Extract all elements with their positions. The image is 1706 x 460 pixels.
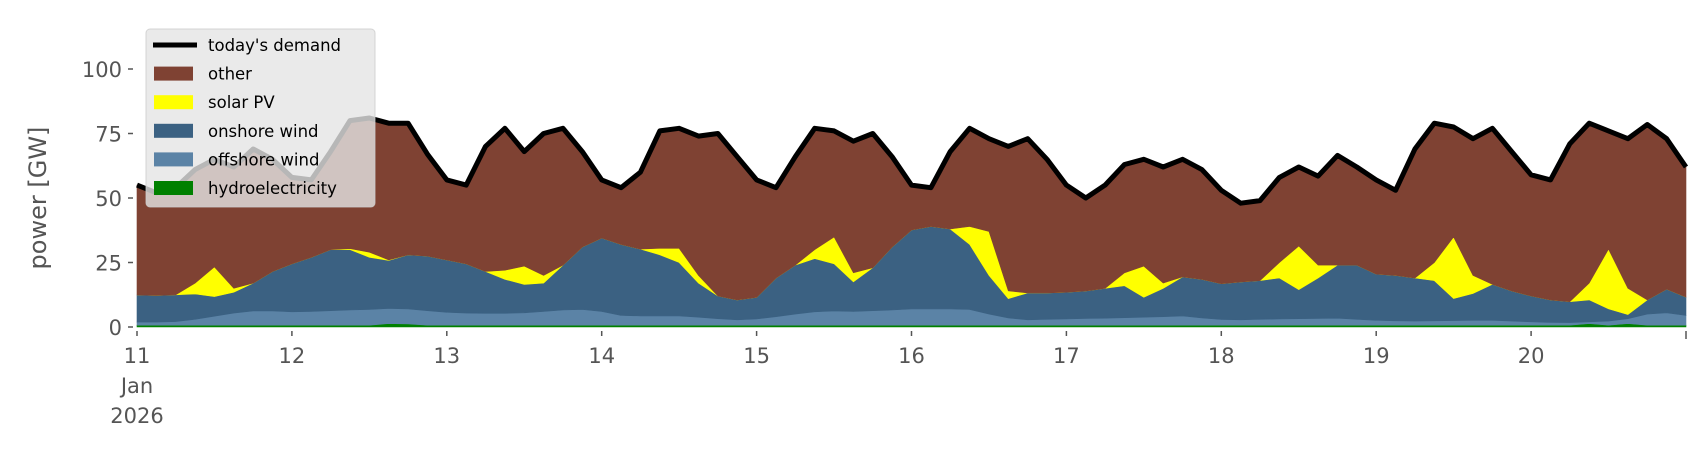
x-tick-label: 12 — [279, 344, 306, 368]
legend-item-onshore-wind: onshore wind — [154, 122, 319, 141]
x-tick-sublabel: Jan — [119, 374, 153, 398]
x-tick-label: 11 — [124, 344, 151, 368]
x-tick-label: 16 — [898, 344, 925, 368]
demand-line-group — [136, 115, 1689, 206]
y-tick-label: 75 — [95, 123, 122, 147]
x-tick-sublabel: 2026 — [110, 404, 163, 428]
x-tick-label: 13 — [433, 344, 460, 368]
legend-swatch — [154, 95, 193, 110]
legend-item-today-s-demand: today's demand — [153, 36, 341, 55]
x-tick-label: 14 — [588, 344, 615, 368]
x-axis: 11 Jan 2026 12 13 14 15 16 17 18 19 20 — [110, 331, 1687, 428]
area-layers — [136, 117, 1687, 328]
legend-box — [145, 28, 376, 208]
legend-item-other: other — [154, 65, 252, 84]
y-axis: 0 25 50 75 100 — [82, 58, 133, 340]
y-tick-label: 100 — [82, 58, 122, 82]
legend-item-solar-pv: solar PV — [154, 93, 275, 112]
legend-label: onshore wind — [208, 122, 319, 141]
legend-label: solar PV — [208, 93, 275, 112]
legend-label: today's demand — [208, 36, 341, 55]
legend-swatch — [154, 123, 193, 138]
legend-item-hydroelectricity: hydroelectricity — [154, 179, 337, 198]
x-tick-label: 15 — [743, 344, 770, 368]
legend: today's demand other solar PV onshore wind o… — [145, 28, 376, 208]
legend-swatch — [154, 152, 193, 167]
y-axis-label: power [GW] — [24, 127, 52, 270]
legend-swatch — [154, 66, 193, 81]
x-tick-label: 17 — [1053, 344, 1080, 368]
x-tick-label: 20 — [1518, 344, 1545, 368]
x-tick-label: 19 — [1363, 344, 1390, 368]
y-tick-label: 0 — [109, 316, 122, 340]
legend-label: offshore wind — [208, 150, 319, 169]
y-tick-label: 50 — [95, 187, 122, 211]
demand-line — [136, 115, 1689, 206]
legend-label: other — [208, 65, 252, 84]
y-tick-label: 25 — [95, 252, 122, 276]
legend-swatch — [154, 181, 193, 195]
legend-label: hydroelectricity — [208, 179, 337, 198]
legend-item-offshore-wind: offshore wind — [154, 150, 319, 169]
x-tick-label: 18 — [1208, 344, 1235, 368]
